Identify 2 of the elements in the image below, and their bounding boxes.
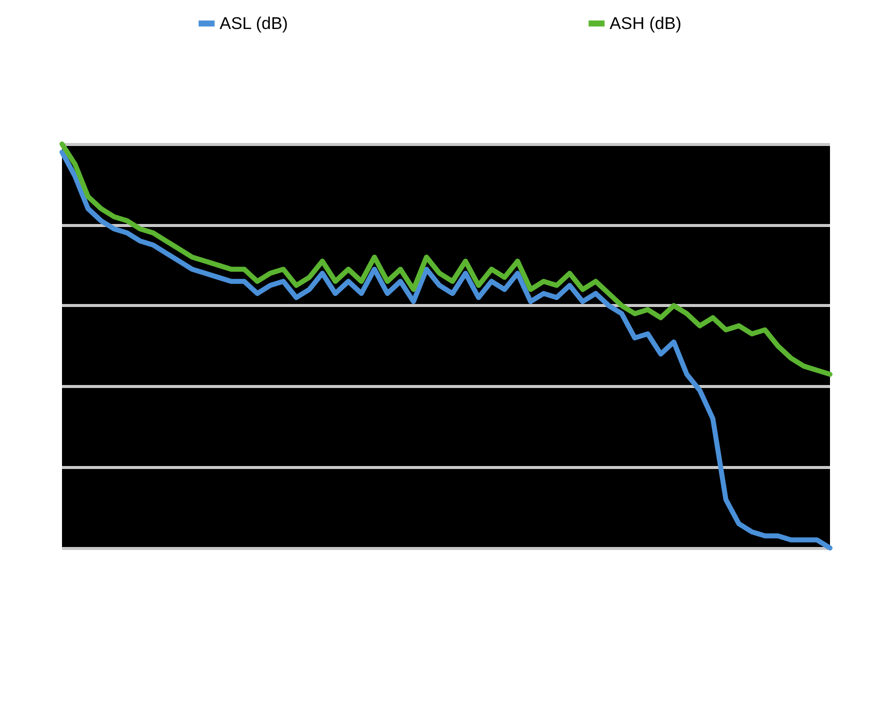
legend-label: ASL (dB) [220, 14, 288, 33]
legend-label: ASH (dB) [610, 14, 682, 33]
